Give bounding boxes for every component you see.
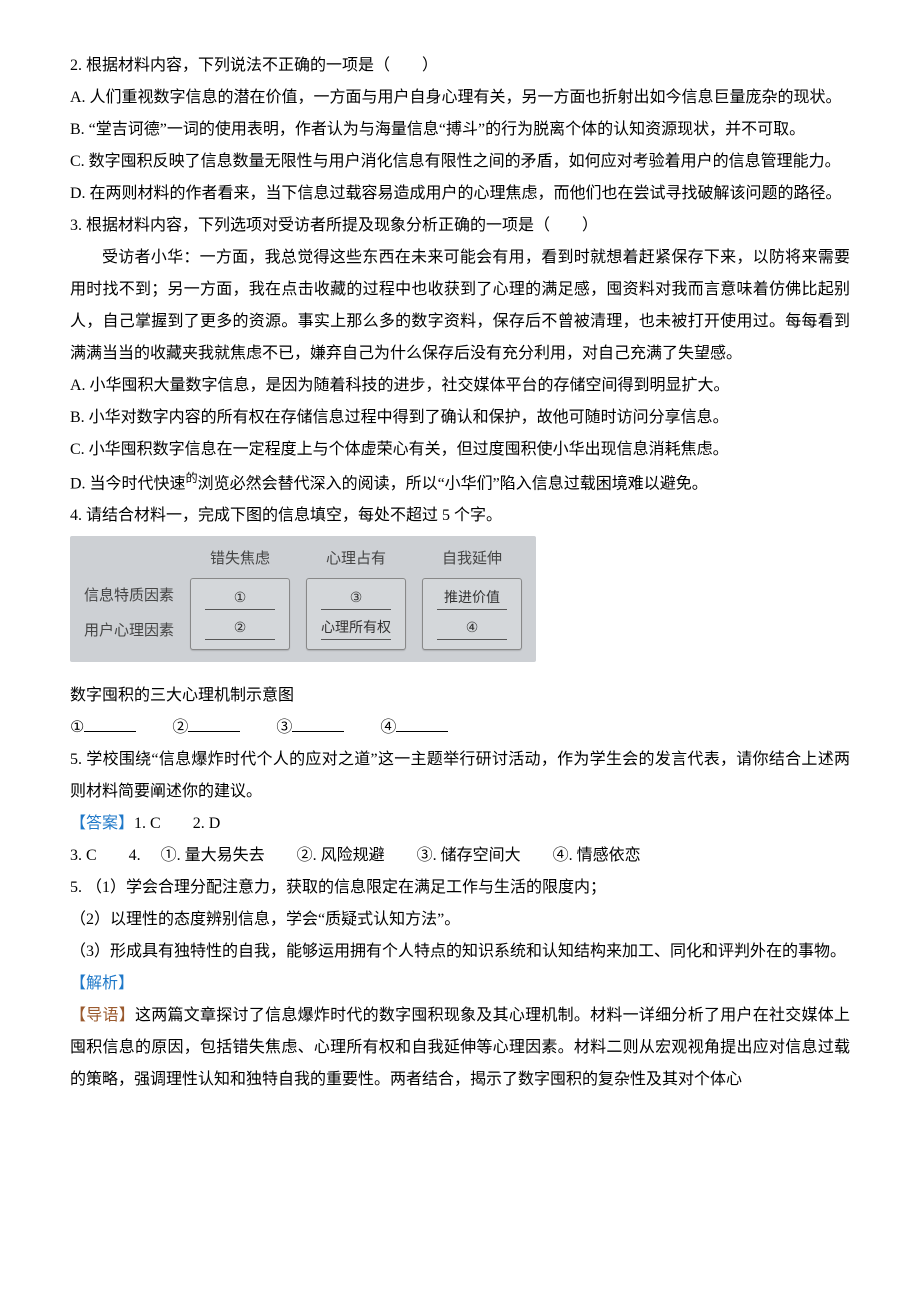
q4-blanks: ① ② ③ ④ [70,712,850,744]
q3-d-sup: 的 [186,471,198,485]
q2-stem: 2. 根据材料内容，下列说法不正确的一项是（ ） [70,50,850,82]
answer-5-1: 5. （1）学会合理分配注意力，获取的信息限定在满足工作与生活的限度内； [70,872,850,904]
q3-d-post: 浏览必然会替代深入的阅读，所以“小华们”陷入信息过载困境难以避免。 [198,475,708,492]
q3-quote: 受访者小华：一方面，我总觉得这些东西在未来可能会有用，看到时就想着赶紧保存下来，… [70,242,850,370]
answer-5-2: （2）以理性的态度辨别信息，学会“质疑式认知方法”。 [70,904,850,936]
q3-d-pre: D. 当今时代快速 [70,475,186,492]
q2-option-c: C. 数字囤积反映了信息数量无限性与用户消化信息有限性之间的矛盾，如何应对考验着… [70,146,850,178]
q2-option-a: A. 人们重视数字信息的潜在价值，一方面与用户自身心理有关，另一方面也折射出如今… [70,82,850,114]
diag-slot-1: ① [205,589,275,610]
q3-option-b: B. 小华对数字内容的所有权在存储信息过程中得到了确认和保护，故他可随时访问分享… [70,402,850,434]
diag-box-1: ① ② [190,578,290,650]
q4-caption: 数字囤积的三大心理机制示意图 [70,680,850,712]
answer-label: 【答案】 [70,815,134,832]
diag-header-1: 错失焦虑 [182,542,298,576]
answer-line-2: 3. C 4. ①. 量大易失去 ②. 风险规避 ③. 储存空间大 ④. 情感依… [70,840,850,872]
diag-slot-4: ④ [437,619,507,640]
diag-slot-value: 推进价值 [437,589,507,610]
diag-slot-2: ② [205,619,275,640]
answer-1-2: 1. C 2. D [134,815,220,832]
q4-stem: 4. 请结合材料一，完成下图的信息填空，每处不超过 5 个字。 [70,500,850,532]
q5-stem: 5. 学校围绕“信息爆炸时代个人的应对之道”这一主题举行研讨活动，作为学生会的发… [70,744,850,808]
diag-header-2: 心理占有 [298,542,414,576]
diag-box-3: 推进价值 ④ [422,578,522,650]
diag-slot-3: ③ [321,589,391,610]
explain-intro-text: 这两篇文章探讨了信息爆炸时代的数字囤积现象及其心理机制。材料一详细分析了用户在社… [70,1007,850,1088]
q3-option-a: A. 小华囤积大量数字信息，是因为随着科技的进步，社交媒体平台的存储空间得到明显… [70,370,850,402]
q3-option-d: D. 当今时代快速的浏览必然会替代深入的阅读，所以“小华们”陷入信息过载困境难以… [70,466,850,500]
diag-rowlabel-2: 用户心理因素 [84,616,174,646]
q3-option-c: C. 小华囤积数字信息在一定程度上与个体虚荣心有关，但过度囤积使小华出现信息消耗… [70,434,850,466]
diag-box-2: ③ 心理所有权 [306,578,406,650]
diag-header-3: 自我延伸 [414,542,530,576]
diag-slot-psy: 心理所有权 [321,619,391,640]
explain-intro: 【导语】这两篇文章探讨了信息爆炸时代的数字囤积现象及其心理机制。材料一详细分析了… [70,1000,850,1096]
answer-line-1: 【答案】1. C 2. D [70,808,850,840]
q3-stem: 3. 根据材料内容，下列选项对受访者所提及现象分析正确的一项是（ ） [70,210,850,242]
q4-diagram: 错失焦虑 心理占有 自我延伸 信息特质因素 用户心理因素 ① ② ③ 心理所 [70,536,536,662]
q2-option-b: B. “堂吉诃德”一词的使用表明，作者认为与海量信息“搏斗”的行为脱离个体的认知… [70,114,850,146]
diag-rowlabel-1: 信息特质因素 [84,581,174,611]
explain-label: 【解析】 [70,968,850,1000]
answer-5-3: （3）形成具有独特性的自我，能够运用拥有个人特点的知识系统和认知结构来加工、同化… [70,936,850,968]
q2-option-d: D. 在两则材料的作者看来，当下信息过载容易造成用户的心理焦虑，而他们也在尝试寻… [70,178,850,210]
